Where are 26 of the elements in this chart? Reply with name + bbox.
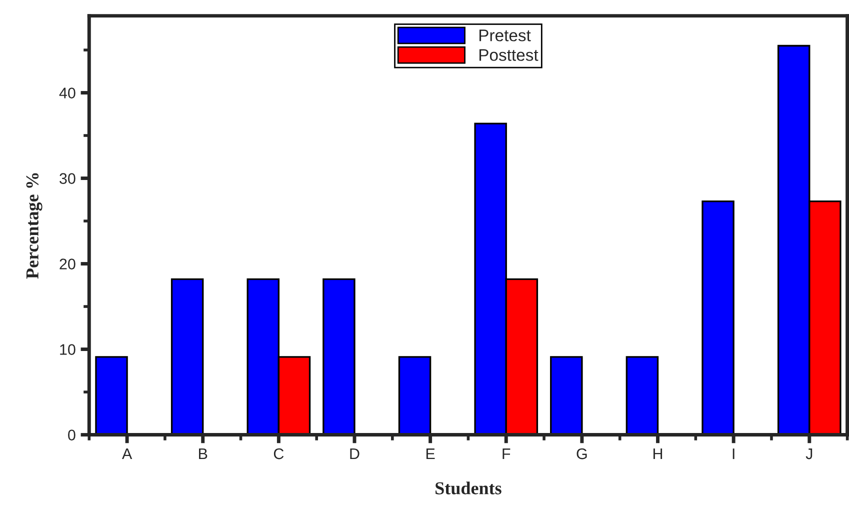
- bar: [322, 278, 356, 435]
- y-tick-label: 20: [60, 258, 76, 270]
- bar: [398, 356, 432, 435]
- y-tick-label: 40: [59, 88, 76, 98]
- bar: [626, 356, 659, 435]
- bar: [95, 356, 128, 435]
- y-tick-label: 30: [60, 173, 76, 184]
- legend-label: Posttest: [479, 49, 538, 61]
- bar: [702, 200, 734, 435]
- x-tick-label: D: [350, 448, 360, 460]
- x-tick-label: I: [732, 448, 734, 460]
- x-tick-label: J: [806, 448, 812, 460]
- x-axis-title: Students: [436, 482, 502, 494]
- x-tick-label: H: [654, 448, 662, 460]
- x-tick-label: A: [122, 448, 132, 460]
- y-axis-title: Percentage %: [26, 173, 42, 279]
- x-tick-label: E: [426, 448, 435, 460]
- x-tick-label: C: [274, 448, 284, 460]
- bar: [550, 356, 583, 435]
- x-tick-label: B: [199, 448, 208, 460]
- x-tick-label: G: [576, 448, 587, 460]
- y-tick-label: 10: [60, 344, 76, 355]
- legend-label: Pretest: [479, 30, 531, 42]
- y-tick-label: 0: [68, 430, 76, 440]
- x-tick-label: F: [502, 448, 510, 460]
- bar: [170, 278, 204, 435]
